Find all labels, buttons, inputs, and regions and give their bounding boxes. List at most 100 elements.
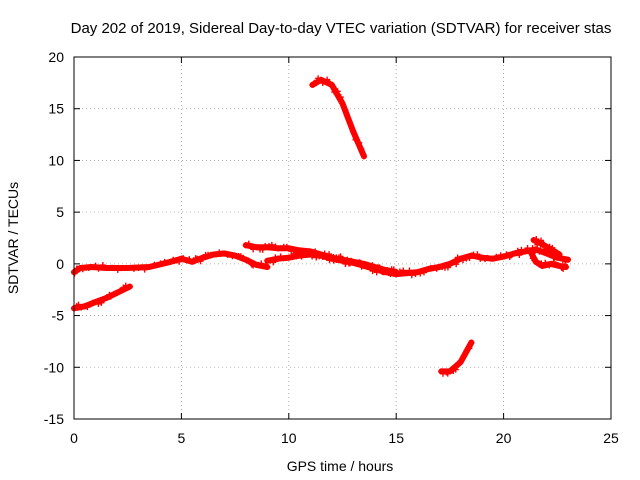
data-point: [113, 289, 120, 296]
data-point: [258, 260, 265, 267]
axis-ticks: 0 5 10 15 20 25 -15 -10 -5 0 5 10 15 20: [44, 49, 619, 446]
data-point: [161, 258, 168, 265]
series-low-track: [438, 339, 475, 377]
data-point: [266, 243, 273, 250]
y-tick-label: 5: [56, 204, 64, 220]
data-point: [290, 246, 297, 253]
data-point: [565, 256, 572, 263]
data-point: [157, 260, 164, 267]
data-point: [71, 270, 78, 277]
data-point: [562, 263, 569, 270]
data-point: [194, 255, 201, 262]
data-point: [377, 265, 384, 272]
data-point: [318, 76, 325, 83]
data-point: [430, 264, 437, 271]
data-point: [384, 267, 391, 274]
data-point: [124, 264, 131, 271]
data-point: [540, 241, 547, 248]
data-point: [444, 264, 451, 271]
data-point: [170, 256, 177, 263]
y-tick-label: 10: [48, 152, 64, 168]
data-point: [373, 269, 380, 276]
data-point: [318, 252, 325, 259]
data-point: [103, 294, 110, 301]
data-point: [484, 254, 491, 261]
x-tick-label: 25: [603, 430, 619, 446]
data-point: [348, 123, 355, 130]
data-point: [466, 345, 473, 352]
data-point: [253, 244, 260, 251]
y-tick-label: -10: [44, 359, 64, 375]
data-point: [556, 251, 563, 258]
data-point: [539, 262, 546, 269]
series-hook-fragment: [530, 236, 563, 258]
data-point: [350, 128, 357, 135]
data-point: [117, 287, 124, 294]
data-point: [356, 139, 363, 146]
data-point: [95, 300, 102, 307]
data-point: [543, 250, 550, 257]
data-point: [78, 304, 85, 311]
data-point: [92, 262, 99, 269]
data-point: [114, 266, 121, 273]
data-point: [514, 247, 521, 254]
y-tick-label: 15: [48, 101, 64, 117]
data-point: [199, 254, 206, 261]
data-point: [417, 270, 424, 277]
data-point: [118, 265, 125, 272]
data-point: [337, 94, 344, 101]
data-point: [268, 241, 275, 248]
series-main-track-c: [264, 245, 572, 279]
data-point: [503, 251, 510, 258]
data-point: [449, 259, 456, 266]
data-point: [460, 257, 467, 264]
data-point: [84, 304, 91, 311]
data-point: [250, 246, 257, 253]
data-point: [245, 240, 252, 247]
data-point: [319, 80, 326, 87]
data-point: [146, 263, 153, 270]
series-high-track: [309, 75, 367, 160]
data-point: [122, 282, 129, 289]
data-point: [285, 254, 292, 261]
data-point: [328, 81, 335, 88]
data-point: [321, 250, 328, 257]
data-point: [298, 253, 305, 260]
data-point: [301, 250, 308, 257]
data-point: [365, 262, 372, 269]
data-point: [533, 236, 540, 243]
data-point: [529, 250, 536, 257]
data-point: [313, 254, 320, 261]
data-point: [212, 251, 219, 258]
data-point: [511, 250, 518, 257]
data-point: [538, 237, 545, 244]
data-point: [457, 359, 464, 366]
data-point: [75, 301, 82, 308]
x-tick-label: 10: [281, 430, 297, 446]
data-point: [189, 258, 196, 265]
data-point: [533, 258, 540, 265]
x-tick-label: 15: [388, 430, 404, 446]
x-tick-label: 0: [70, 430, 78, 446]
data-point: [259, 246, 266, 253]
data-point: [309, 253, 316, 260]
data-point: [400, 267, 407, 274]
plot-frame: [73, 56, 612, 420]
y-axis-label: SDTVAR / TECUs: [5, 182, 21, 294]
data-point: [103, 264, 110, 271]
data-point: [452, 366, 459, 373]
data-point: [79, 266, 86, 273]
data-point: [180, 255, 187, 262]
data-point: [264, 263, 271, 270]
data-point: [344, 256, 351, 263]
data-point: [95, 265, 102, 272]
data-point: [197, 258, 204, 265]
data-point: [358, 145, 365, 152]
data-point: [267, 257, 273, 264]
x-tick-label: 5: [178, 430, 186, 446]
data-point: [245, 257, 252, 264]
data-point: [352, 136, 359, 143]
data-point: [99, 262, 106, 269]
data-point: [221, 250, 228, 257]
